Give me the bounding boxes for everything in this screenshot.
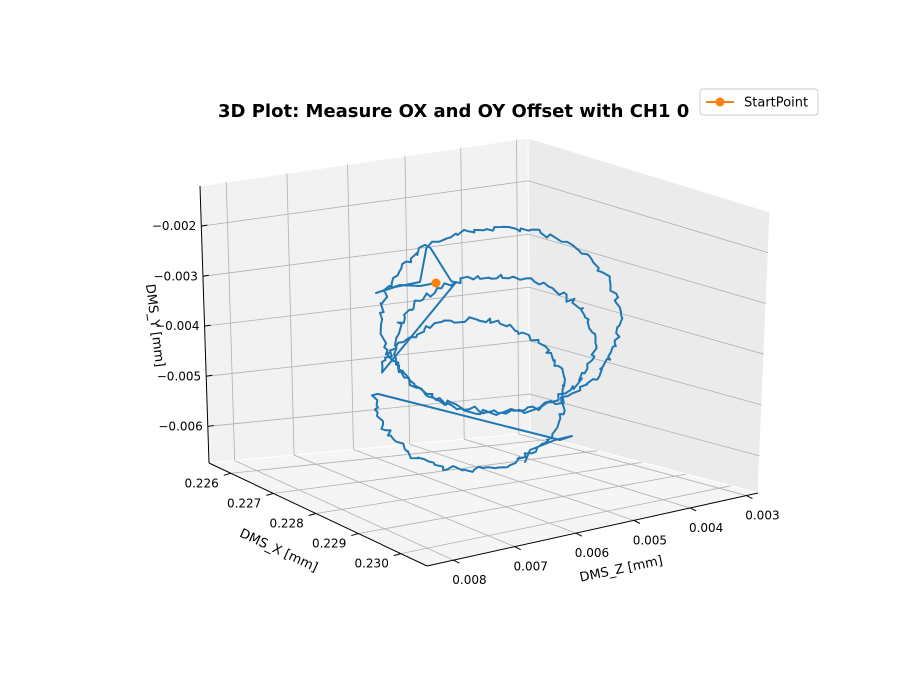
y-tick (202, 274, 210, 277)
y-tick (201, 224, 208, 227)
x-tick (393, 553, 401, 557)
z-tick-label: 0.005 (633, 533, 667, 547)
x-tick (223, 472, 231, 476)
x-tick-label: 0.229 (312, 537, 346, 551)
y-axis-line (199, 185, 210, 464)
y-tick (204, 324, 211, 327)
tick-marks (201, 224, 753, 564)
z-tick-label: 0.007 (514, 560, 548, 574)
axis-lines (199, 185, 759, 567)
z-tick-label: 0.008 (452, 573, 486, 587)
y-tick-label: −0.004 (155, 319, 199, 333)
y-gridline (201, 180, 769, 254)
x-gridline (315, 462, 642, 514)
x-gridline (230, 438, 553, 474)
start-point-marker (431, 278, 441, 288)
y-tick-label: −0.002 (152, 219, 196, 233)
gridlines (201, 139, 769, 561)
x-axis-label: DMS_X [mm] (237, 526, 320, 575)
x-tick (266, 492, 274, 496)
z-tick (575, 532, 583, 537)
legend-box (699, 88, 819, 116)
z-gridline (286, 173, 515, 548)
z-gridline (460, 147, 691, 509)
z-gridline (347, 164, 577, 534)
axis-panes (199, 137, 771, 567)
y-gridline (202, 233, 767, 304)
y-gridline (206, 340, 762, 406)
y-tick-label: −0.006 (158, 419, 202, 433)
y-tick-label: −0.003 (154, 269, 198, 283)
z-tick-label: 0.004 (689, 521, 723, 535)
x-tick-label: 0.227 (227, 496, 261, 510)
z-tick (633, 519, 641, 524)
tick-labels: −0.002 −0.003 −0.004 −0.005 −0.006 0.226 0.227… (152, 219, 780, 587)
z-tick (746, 495, 753, 500)
z-gridline (225, 182, 454, 561)
x-tick-label: 0.226 (184, 476, 218, 490)
y-gridline (207, 393, 760, 457)
x-gridline (400, 485, 731, 555)
series-line-path (371, 225, 624, 473)
z-tick (689, 507, 697, 512)
z-tick (453, 559, 460, 564)
x-tick-label: 0.230 (354, 557, 388, 571)
y-tick-label: −0.005 (157, 369, 201, 383)
z-axis-line (426, 492, 759, 567)
z-tick-label: 0.006 (575, 546, 609, 560)
legend-label-startpoint: StartPoint (744, 96, 808, 111)
x-gridline (358, 473, 687, 534)
x-tick-label: 0.228 (269, 516, 303, 530)
z-gridline (404, 155, 635, 521)
x-tick (351, 533, 359, 537)
y-tick (207, 424, 214, 427)
z-gridline (516, 139, 747, 496)
chart-title: 3D Plot: Measure OX and OY Offset with C… (218, 101, 689, 122)
y-gridline (204, 286, 765, 355)
z-tick (514, 546, 521, 551)
legend: StartPoint (699, 88, 819, 116)
y-tick (206, 374, 213, 377)
x-tick (308, 512, 316, 516)
z-tick-label: 0.003 (745, 509, 779, 523)
legend-marker-startpoint (715, 97, 725, 107)
x-axis-line (208, 462, 428, 567)
x-gridline (273, 450, 598, 494)
